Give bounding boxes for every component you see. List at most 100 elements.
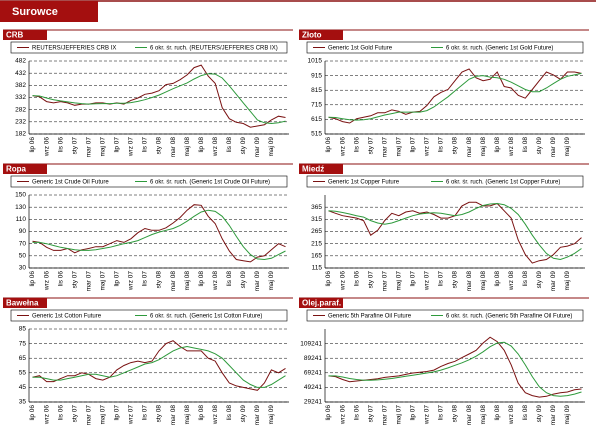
x-tick-label: maj 07 [396,137,403,157]
series-line [32,345,286,388]
x-tick-label: maj 08 [184,137,191,157]
x-tick-label: lip 07 [114,271,121,287]
x-tick-label: mar 07 [85,271,92,292]
x-tick-label: maj 07 [396,271,403,291]
panel-title: Miedź [302,165,324,174]
y-tick-label: 1015 [308,58,323,65]
panel-title: CRB [6,31,24,40]
x-tick-label: sty 08 [452,405,459,423]
y-tick-label: 130 [15,204,26,211]
panel-tab [299,298,343,308]
x-tick-label: sty 08 [452,137,459,155]
x-tick-label: wrz 08 [508,271,515,292]
x-tick-label: maj 08 [480,271,487,291]
x-tick-label: lip 08 [198,271,205,287]
x-tick-label: lis 07 [438,137,445,153]
x-tick-label: wrz 08 [212,137,219,158]
y-tick-label: 69241 [304,370,322,377]
legend-box [10,175,288,188]
x-tick-label: mar 07 [381,137,388,158]
y-tick-label: 45 [19,384,27,391]
x-tick-label: lip 07 [410,137,417,153]
legend-label: REUTERS/JEFFERIES CRB IX [32,46,116,52]
x-tick-label: lis 08 [226,405,233,421]
panel-title: Ropa [6,165,27,174]
x-tick-label: mar 09 [254,271,261,292]
x-tick-label: mar 08 [466,137,473,158]
y-tick-label: 110 [16,216,27,223]
x-tick-label: lip 06 [325,405,332,421]
y-tick-label: 85 [19,326,27,333]
legend-label: 6 okr. śr. ruch. (Generic 5th Parafine O… [446,314,572,320]
y-tick-label: 915 [311,72,322,79]
y-tick-label: 365 [311,204,322,211]
y-tick-label: 89241 [304,355,322,362]
x-tick-label: wrz 06 [339,405,346,426]
x-tick-label: sty 09 [240,405,247,423]
panel-tab [3,30,47,40]
y-tick-label: 232 [15,119,26,126]
x-tick-label: mar 07 [85,137,92,158]
x-tick-label: sty 07 [367,405,374,423]
x-tick-label: maj 07 [396,405,403,425]
x-tick-label: lip 08 [494,271,501,287]
x-tick-label: lis 06 [353,271,360,287]
legend-box [306,41,584,54]
x-tick-label: wrz 08 [212,405,219,426]
x-tick-label: lip 07 [114,137,121,153]
y-tick-label: 315 [311,216,322,223]
x-tick-label: maj 07 [100,271,107,291]
panel-title: Bawełna [6,299,39,308]
x-tick-label: maj 09 [564,137,571,157]
x-tick-label: maj 07 [100,405,107,425]
x-tick-label: mar 08 [170,405,177,426]
series-line [328,336,582,398]
x-tick-label: lis 07 [142,137,149,153]
x-tick-label: lis 07 [142,271,149,287]
legend-box [10,41,288,54]
x-tick-label: lis 06 [353,137,360,153]
x-tick-label: sty 07 [71,137,78,155]
series-line [328,68,582,124]
x-tick-label: lis 08 [226,271,233,287]
y-tick-label: 332 [15,94,26,101]
y-tick-label: 382 [15,82,26,89]
x-tick-label: lis 08 [522,271,529,287]
x-tick-label: maj 08 [480,405,487,425]
y-tick-label: 265 [311,228,322,235]
x-tick-label: maj 09 [268,405,275,425]
y-tick-label: 50 [19,253,27,260]
panel-title: Złoto [302,31,322,40]
y-tick-label: 482 [15,58,26,65]
y-tick-label: 30 [19,265,27,272]
x-tick-label: maj 08 [480,137,487,157]
x-tick-label: lis 08 [226,137,233,153]
y-tick-label: 715 [311,102,322,109]
x-tick-label: sty 09 [536,271,543,289]
x-tick-label: maj 08 [184,405,191,425]
x-tick-label: lis 07 [438,271,445,287]
x-tick-label: mar 07 [381,405,388,426]
y-tick-label: 115 [312,265,323,272]
legend-label: 6 okr. śr. ruch. (Generic 1st Gold Futur… [446,46,553,52]
series-line [32,209,286,261]
panel-tab [3,298,47,308]
x-tick-label: mar 09 [254,137,261,158]
series-line [328,341,582,397]
x-tick-label: mar 09 [254,405,261,426]
legend-box [306,175,584,188]
y-tick-label: 109241 [300,340,322,347]
panel-tab [299,164,343,174]
x-tick-label: wrz 07 [128,137,135,158]
x-tick-label: mar 08 [466,271,473,292]
x-tick-label: lis 08 [522,137,529,153]
x-tick-label: lip 07 [410,405,417,421]
panel-tab [3,164,47,174]
x-tick-label: sty 08 [156,271,163,289]
y-tick-label: 75 [19,340,27,347]
x-tick-label: lip 06 [29,405,36,421]
x-tick-label: mar 07 [381,271,388,292]
y-tick-label: 615 [311,116,322,123]
